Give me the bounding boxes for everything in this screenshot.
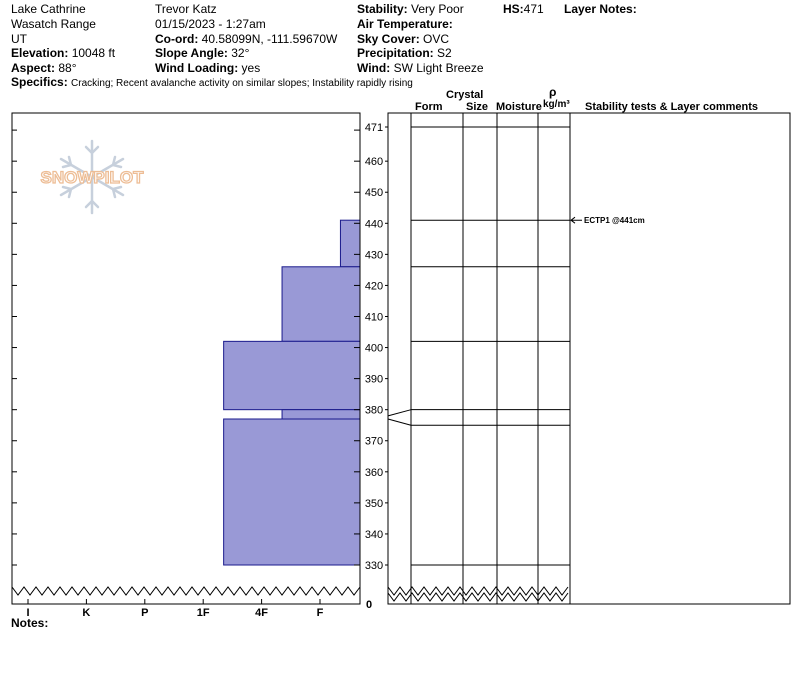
hs-value: 471	[523, 2, 544, 16]
hs-field: HS:471	[503, 2, 544, 16]
stability-test-label: ECTP1 @441cm	[584, 216, 645, 225]
wind-value: SW Light Breeze	[393, 61, 484, 75]
stability-test-arrow	[570, 216, 582, 224]
hardness-tick-label: P	[141, 607, 148, 619]
observation-datetime: 01/15/2023 - 1:27am	[155, 17, 266, 31]
slope-field: Slope Angle: 32°	[155, 46, 249, 60]
axis-break-zigzag	[11, 585, 361, 596]
moisture-header: Moisture	[496, 101, 542, 113]
aspect-field: Aspect: 88°	[11, 61, 77, 75]
notes-label: Notes:	[11, 616, 49, 630]
depth-tick-label: 471	[365, 122, 383, 134]
hardness-bar	[339, 219, 361, 268]
axis-break-zigzag	[387, 585, 569, 596]
axis-break-zigzag	[387, 591, 569, 602]
coord-value: 40.58099N, -111.59670W	[201, 32, 338, 46]
wind-field: Wind: SW Light Breeze	[357, 61, 484, 75]
precipitation-label: Precipitation:	[357, 46, 434, 60]
boundary-connector	[387, 418, 412, 426]
depth-tick-label-zero: 0	[366, 599, 372, 611]
wind-loading-label: Wind Loading:	[155, 61, 239, 75]
wind-label: Wind:	[357, 61, 391, 75]
air-temp-field: Air Temperature:	[357, 17, 453, 31]
coord-field: Co-ord: 40.58099N, -111.59670W	[155, 32, 337, 46]
logo-text: SNOWPILOT	[41, 168, 145, 187]
size-header: Size	[466, 101, 489, 113]
depth-tick-label: 350	[365, 498, 383, 510]
elevation-value: 10048 ft	[71, 46, 116, 60]
sky-cover-field: Sky Cover: OVC	[357, 32, 449, 46]
aspect-value: 88°	[58, 61, 77, 75]
stability-field: Stability: Very Poor	[357, 2, 464, 16]
state-name: UT	[11, 32, 27, 46]
layer-grid-frame	[387, 112, 791, 605]
hardness-bar	[223, 340, 361, 411]
slope-label: Slope Angle:	[155, 46, 228, 60]
depth-tick-label: 330	[365, 560, 383, 572]
depth-tick-label: 410	[365, 311, 383, 323]
stability-comments-header: Stability tests & Layer comments	[585, 101, 759, 113]
aspect-label: Aspect:	[11, 61, 56, 75]
wind-loading-field: Wind Loading: yes	[155, 61, 260, 75]
boundary-connector	[387, 409, 412, 417]
elevation-field: Elevation: 10048 ft	[11, 46, 115, 60]
density-unit-header: kg/m³	[543, 99, 570, 110]
precipitation-field: Precipitation: S2	[357, 46, 452, 60]
layer-notes-label: Layer Notes:	[564, 2, 637, 16]
location-name: Lake Cathrine	[11, 2, 86, 16]
snowpilot-logo: SNOWPILOT	[40, 139, 145, 215]
crystal-header: Crystal	[446, 89, 484, 101]
rho-header: ρ	[549, 85, 557, 99]
hardness-tick-label: I	[26, 607, 29, 619]
depth-tick-label: 430	[365, 249, 383, 261]
hardness-tick-label: K	[82, 607, 90, 619]
precipitation-value: S2	[437, 46, 452, 60]
hs-label: HS:	[503, 2, 524, 16]
coord-label: Co-ord:	[155, 32, 199, 46]
depth-tick-label: 400	[365, 343, 383, 355]
stability-label: Stability:	[357, 2, 408, 16]
hardness-tick-label: F	[317, 607, 324, 619]
hardness-bar	[281, 266, 361, 342]
observer-name: Trevor Katz	[155, 2, 217, 16]
hardness-bar	[223, 418, 361, 566]
hardness-tick-label: 1F	[197, 607, 210, 619]
specifics-label: Specifics:	[11, 75, 68, 89]
specifics-field: Specifics: Cracking; Recent avalanche ac…	[11, 75, 413, 91]
depth-tick-label: 440	[365, 218, 383, 230]
depth-tick-label: 360	[365, 467, 383, 479]
specifics-value: Cracking; Recent avalanche activity on s…	[71, 78, 413, 89]
stability-value: Very Poor	[411, 2, 464, 16]
sky-cover-value: OVC	[423, 32, 450, 46]
hardness-tick-label: 4F	[255, 607, 268, 619]
depth-tick-label: 450	[365, 187, 383, 199]
form-header: Form	[415, 101, 443, 113]
hardness-frame	[11, 112, 361, 605]
wind-loading-value: yes	[241, 61, 261, 75]
elevation-label: Elevation:	[11, 46, 69, 60]
depth-tick-label: 380	[365, 405, 383, 417]
depth-tick-label: 370	[365, 436, 383, 448]
depth-tick-label: 460	[365, 156, 383, 168]
depth-tick-label: 420	[365, 280, 383, 292]
hardness-bar	[281, 409, 361, 420]
sky-cover-label: Sky Cover:	[357, 32, 420, 46]
depth-tick-label: 340	[365, 529, 383, 541]
slope-value: 32°	[231, 46, 250, 60]
range-name: Wasatch Range	[11, 17, 96, 31]
depth-tick-label: 390	[365, 374, 383, 386]
air-temp-label: Air Temperature:	[357, 17, 453, 31]
